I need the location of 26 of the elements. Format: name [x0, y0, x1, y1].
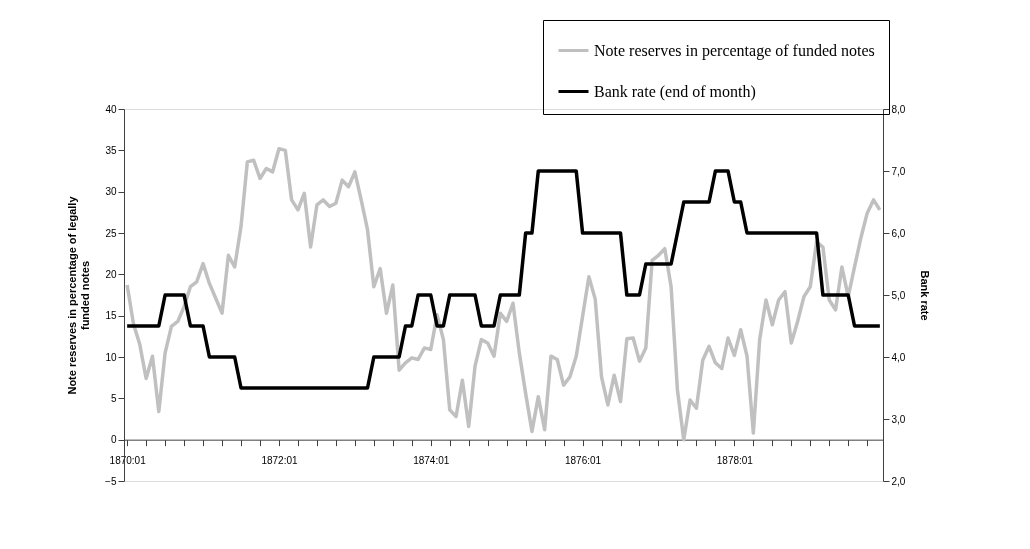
y-tick-label: 40 — [105, 103, 117, 115]
y2-axis-title: Bank rate — [919, 270, 932, 321]
y2-tick-label: 2,0 — [891, 475, 906, 487]
y2-tick-label: 4,0 — [891, 351, 906, 363]
y-axis-title: Note reserves in percentage of legally funded notes — [66, 195, 92, 395]
legend-label: Note reserves in percentage of funded notes — [594, 41, 875, 60]
x-tick-label: 1874:01 — [413, 455, 450, 467]
y-tick-label: 25 — [105, 227, 117, 239]
y-tick-label: 30 — [105, 186, 117, 198]
legend-label: Bank rate (end of month) — [594, 82, 756, 101]
y-tick-label: 0 — [110, 434, 117, 446]
x-tick-label: 1876:01 — [564, 455, 602, 467]
y2-tick-label: 5,0 — [891, 289, 906, 301]
y-tick-label: 5 — [110, 392, 117, 404]
y2-tick-label: 3,0 — [891, 413, 906, 425]
line-series — [125, 169, 882, 390]
y-tick-label: 35 — [105, 144, 117, 156]
x-tick-label: 1872:01 — [261, 455, 298, 467]
y-tick-label: 10 — [105, 351, 117, 363]
y-tick-label: −5 — [105, 475, 117, 487]
y2-tick-label: 6,0 — [891, 227, 906, 239]
y-tick-label: 15 — [105, 310, 117, 322]
y2-tick-label: 7,0 — [891, 165, 906, 177]
x-tick-label: 1878:01 — [716, 455, 754, 467]
y2-tick-label: 8,0 — [891, 103, 906, 115]
y-tick-label: 20 — [105, 268, 117, 280]
